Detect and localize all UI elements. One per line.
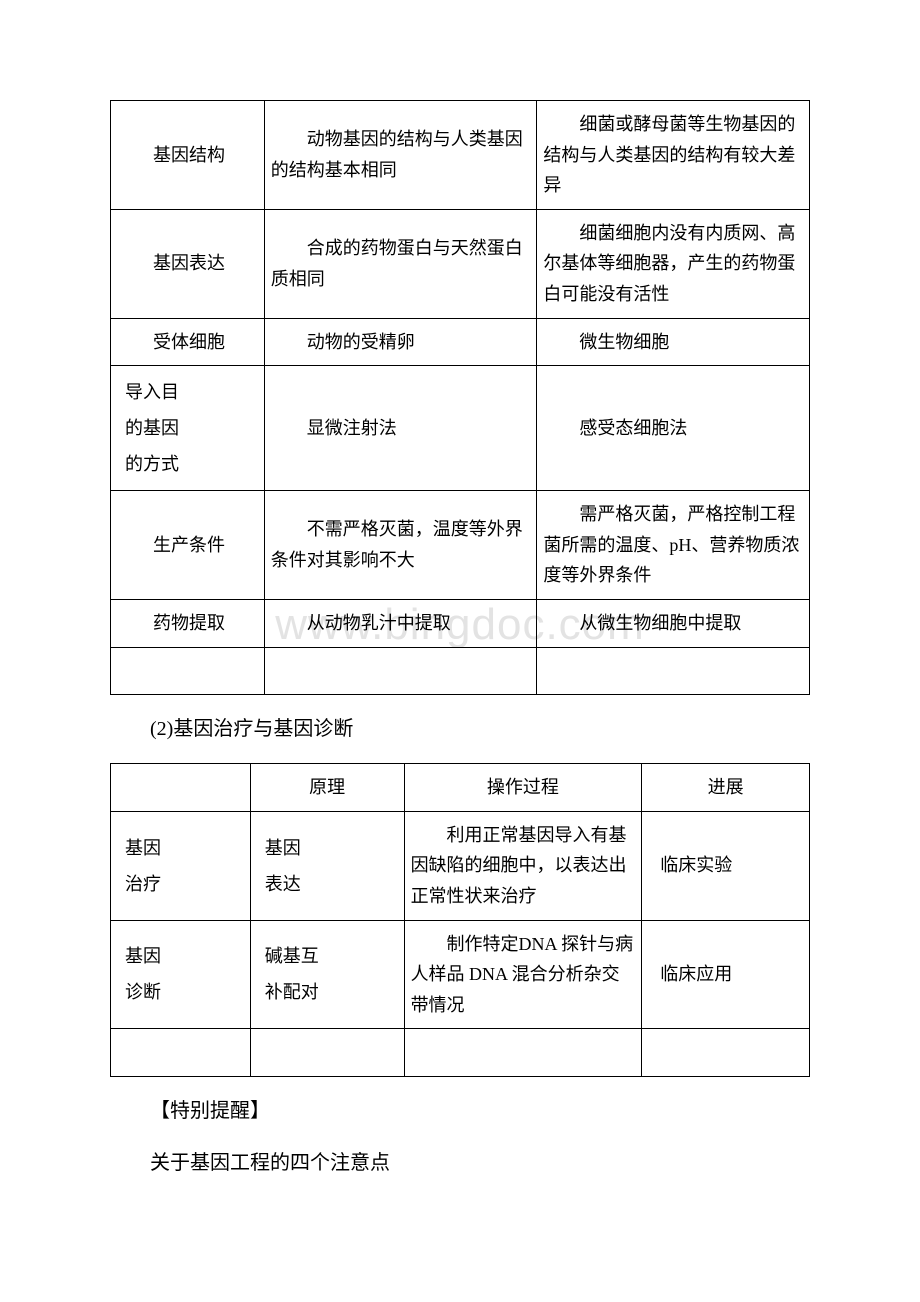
label-line: 导入目 <box>125 374 258 410</box>
cell: 碱基互 补配对 <box>250 920 404 1029</box>
cell: 从微生物细胞中提取 <box>537 599 810 647</box>
cell: 不需严格灭菌，温度等外界条件对其影响不大 <box>264 491 537 600</box>
cell: 细菌或酵母菌等生物基因的结构与人类基因的结构有较大差异 <box>537 101 810 210</box>
empty-cell <box>111 1029 251 1077</box>
label-line: 诊断 <box>125 974 244 1010</box>
reminder-heading: 【特别提醒】 <box>110 1093 810 1129</box>
table-row: 基因 治疗 基因 表达 利用正常基因导入有基因缺陷的细胞中，以表达出正常性状来治… <box>111 811 810 920</box>
cell: 显微注射法 <box>264 366 537 491</box>
cell: 细菌细胞内没有内质网、高尔基体等细胞器，产生的药物蛋白可能没有活性 <box>537 209 810 318</box>
label-line: 基因 <box>125 830 244 866</box>
empty-cell <box>250 1029 404 1077</box>
table-row: 受体细胞 动物的受精卵 微生物细胞 <box>111 318 810 366</box>
reminder-text: 关于基因工程的四个注意点 <box>110 1145 810 1181</box>
label-line: 的方式 <box>125 446 258 482</box>
header-cell: 原理 <box>250 764 404 812</box>
row-label: 基因 治疗 <box>111 811 251 920</box>
cell-line: 补配对 <box>265 974 398 1010</box>
cell: 临床实验 <box>642 811 810 920</box>
cell: 制作特定DNA 探针与病人样品 DNA 混合分析杂交带情况 <box>404 920 642 1029</box>
cell: 临床应用 <box>642 920 810 1029</box>
page-content: 基因结构 动物基因的结构与人类基因的结构基本相同 细菌或酵母菌等生物基因的结构与… <box>110 100 810 1181</box>
empty-cell <box>642 1029 810 1077</box>
row-label: 药物提取 <box>111 599 265 647</box>
row-label: 基因结构 <box>111 101 265 210</box>
table-row: 基因表达 合成的药物蛋白与天然蛋白质相同 细菌细胞内没有内质网、高尔基体等细胞器… <box>111 209 810 318</box>
header-cell: 操作过程 <box>404 764 642 812</box>
label-line: 治疗 <box>125 866 244 902</box>
label-line: 的基因 <box>125 410 258 446</box>
cell-line: 碱基互 <box>265 938 398 974</box>
empty-cell <box>404 1029 642 1077</box>
cell: 微生物细胞 <box>537 318 810 366</box>
table-row-empty <box>111 1029 810 1077</box>
cell: 动物的受精卵 <box>264 318 537 366</box>
empty-cell <box>264 647 537 695</box>
comparison-table-1: 基因结构 动物基因的结构与人类基因的结构基本相同 细菌或酵母菌等生物基因的结构与… <box>110 100 810 695</box>
row-label: 基因表达 <box>111 209 265 318</box>
table-row: 基因结构 动物基因的结构与人类基因的结构基本相同 细菌或酵母菌等生物基因的结构与… <box>111 101 810 210</box>
comparison-table-2: 原理 操作过程 进展 基因 治疗 基因 表达 利用正常基因导入有基因缺陷的细胞中… <box>110 763 810 1077</box>
header-cell: 进展 <box>642 764 810 812</box>
cell-line: 表达 <box>265 866 398 902</box>
row-label: 受体细胞 <box>111 318 265 366</box>
table-row: 基因 诊断 碱基互 补配对 制作特定DNA 探针与病人样品 DNA 混合分析杂交… <box>111 920 810 1029</box>
table-row: 生产条件 不需严格灭菌，温度等外界条件对其影响不大 需严格灭菌，严格控制工程菌所… <box>111 491 810 600</box>
cell: 利用正常基因导入有基因缺陷的细胞中，以表达出正常性状来治疗 <box>404 811 642 920</box>
empty-cell <box>111 647 265 695</box>
cell: 需严格灭菌，严格控制工程菌所需的温度、pH、营养物质浓度等外界条件 <box>537 491 810 600</box>
row-label: 基因 诊断 <box>111 920 251 1029</box>
row-label: 生产条件 <box>111 491 265 600</box>
section-title: (2)基因治疗与基因诊断 <box>110 711 810 747</box>
cell: 从动物乳汁中提取 <box>264 599 537 647</box>
table-row: 导入目 的基因 的方式 显微注射法 感受态细胞法 <box>111 366 810 491</box>
cell: 感受态细胞法 <box>537 366 810 491</box>
empty-cell <box>537 647 810 695</box>
cell: 动物基因的结构与人类基因的结构基本相同 <box>264 101 537 210</box>
cell: 基因 表达 <box>250 811 404 920</box>
table-row: 药物提取 从动物乳汁中提取 从微生物细胞中提取 <box>111 599 810 647</box>
table-row-empty <box>111 647 810 695</box>
cell-line: 基因 <box>265 830 398 866</box>
header-cell <box>111 764 251 812</box>
label-line: 基因 <box>125 938 244 974</box>
table-header-row: 原理 操作过程 进展 <box>111 764 810 812</box>
cell: 合成的药物蛋白与天然蛋白质相同 <box>264 209 537 318</box>
row-label: 导入目 的基因 的方式 <box>111 366 265 491</box>
